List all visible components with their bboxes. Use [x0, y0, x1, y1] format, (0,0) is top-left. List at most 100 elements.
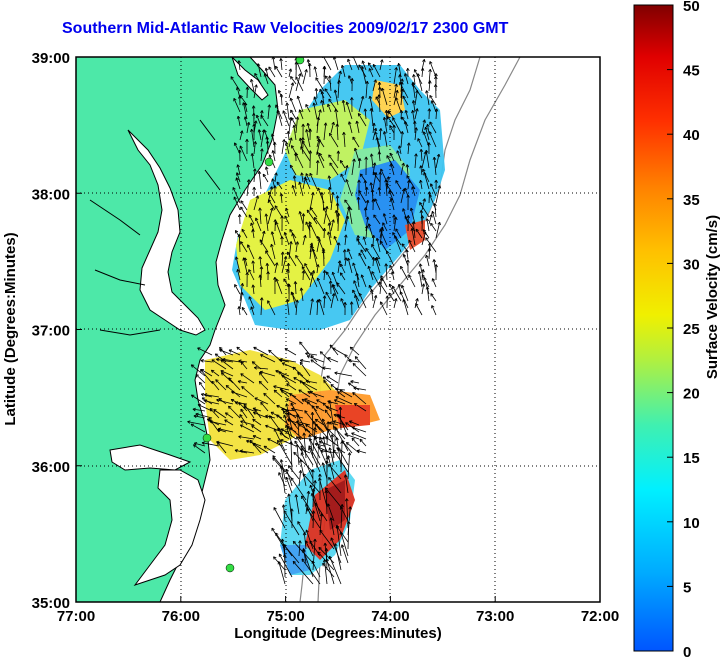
velocity-arrow	[318, 299, 325, 316]
velocity-arrowhead	[377, 81, 382, 86]
velocity-arrow	[311, 245, 318, 260]
velocity-arrow	[426, 218, 430, 232]
velocity-arrowhead	[422, 168, 426, 173]
velocity-arrowhead	[253, 168, 257, 172]
velocity-arrowhead	[239, 414, 243, 418]
velocity-arrowhead	[345, 422, 349, 426]
velocity-arrow	[211, 359, 227, 370]
lon-tick-label: 75:00	[266, 608, 304, 625]
velocity-arrow	[314, 437, 328, 466]
velocity-arrow	[290, 109, 297, 120]
velocity-arrow	[323, 228, 325, 239]
velocity-arrowhead	[324, 88, 328, 92]
velocity-arrowhead	[298, 181, 302, 185]
velocity-arrowhead	[415, 298, 419, 302]
velocity-arrowhead	[369, 108, 374, 112]
velocity-arrow	[302, 473, 321, 494]
velocity-arrowhead	[340, 440, 344, 444]
station-markers	[202, 57, 305, 573]
velocity-arrowhead	[243, 403, 247, 408]
velocity-arrow	[330, 537, 342, 564]
velocity-arrowhead	[406, 67, 410, 72]
velocity-arrow	[323, 207, 332, 225]
velocity-arrowhead	[306, 59, 311, 63]
velocity-arrowhead	[377, 151, 382, 155]
velocity-arrowhead	[276, 404, 280, 409]
velocity-arrowhead	[264, 67, 269, 72]
velocity-arrow	[234, 284, 241, 295]
velocity-arrow	[292, 366, 304, 377]
velocity-arrow	[190, 423, 206, 433]
velocity-arrow	[315, 77, 325, 92]
velocity-arrowhead	[419, 179, 423, 184]
velocity-arrow	[379, 229, 388, 246]
velocity-arrowhead	[236, 115, 241, 120]
velocity-arrowhead	[335, 396, 339, 400]
velocity-arrowhead	[287, 493, 291, 497]
velocity-arrowhead	[382, 222, 386, 226]
latitude-ticks: 39:00 38:00 37:00 36:00 35:00	[32, 50, 82, 612]
velocity-arrowhead	[345, 165, 349, 169]
velocity-arrowhead	[278, 371, 282, 375]
velocity-arrowhead	[248, 269, 252, 273]
velocity-arrowhead	[375, 137, 380, 141]
velocity-arrow	[259, 274, 262, 288]
velocity-arrow	[309, 192, 314, 211]
velocity-arrowhead	[304, 69, 308, 73]
velocity-arrow	[284, 348, 297, 356]
velocity-arrow	[259, 371, 276, 377]
velocity-arrowhead	[353, 280, 357, 284]
velocity-arrow	[253, 168, 256, 183]
velocity-arrow	[316, 399, 325, 405]
velocity-arrowhead	[322, 436, 326, 440]
velocity-arrow	[372, 171, 381, 183]
velocity-arrowhead	[252, 411, 257, 415]
velocity-arrowhead	[331, 219, 335, 223]
velocity-arrow	[308, 447, 321, 473]
velocity-arrow	[321, 192, 325, 211]
velocity-arrowhead	[311, 510, 316, 514]
velocity-arrow	[434, 203, 437, 218]
velocity-arrowhead	[307, 63, 312, 67]
velocity-arrowhead	[210, 369, 215, 374]
velocity-arrow	[400, 162, 405, 176]
velocity-arrow	[298, 389, 311, 398]
velocity-arrow	[299, 137, 304, 155]
velocity-arrowhead	[271, 527, 275, 532]
velocity-arrow	[388, 190, 395, 204]
lat-tick-label: 39:00	[32, 50, 70, 67]
velocity-arrowhead	[299, 361, 304, 366]
velocity-arrow	[349, 346, 360, 356]
velocity-arrow	[233, 196, 241, 211]
velocity-arrowhead	[342, 131, 346, 136]
velocity-arrow	[267, 438, 283, 447]
velocity-arrow	[283, 510, 300, 536]
velocity-arrowhead	[363, 108, 368, 112]
velocity-arrow	[428, 131, 437, 148]
velocity-arrowhead	[276, 109, 280, 113]
velocity-arrowhead	[231, 390, 235, 395]
chesapeake-bay	[127, 129, 206, 336]
velocity-arrowhead	[358, 292, 363, 297]
velocity-arrow	[299, 459, 307, 487]
velocity-arrowhead	[347, 521, 351, 525]
velocity-arrowhead	[370, 189, 375, 193]
velocity-arrowhead	[396, 150, 400, 154]
velocity-arrowhead	[297, 521, 301, 525]
velocity-arrow	[337, 80, 340, 99]
velocity-arrow	[304, 398, 318, 405]
velocity-arrowhead	[243, 116, 248, 120]
velocity-arrowhead	[235, 172, 240, 176]
velocity-arrowhead	[233, 142, 238, 146]
velocity-arrowhead	[358, 252, 362, 257]
velocity-arrowhead	[238, 435, 242, 439]
velocity-arrow	[376, 238, 381, 253]
velocity-arrow	[314, 418, 325, 426]
velocity-arrow	[346, 101, 353, 120]
velocity-arrowhead	[344, 354, 348, 358]
velocity-arrow	[309, 224, 311, 239]
velocity-arrowhead	[230, 76, 234, 80]
velocity-arrowhead	[365, 80, 369, 84]
velocity-arrow	[411, 83, 423, 99]
velocity-arrowhead	[302, 532, 307, 536]
